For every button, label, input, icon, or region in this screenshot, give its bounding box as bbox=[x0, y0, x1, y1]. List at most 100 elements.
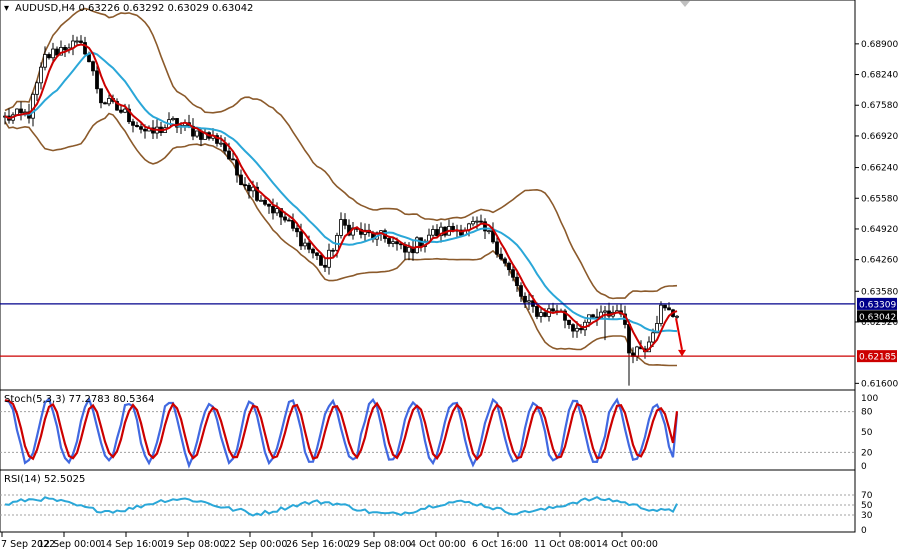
stoch-main-line bbox=[4, 396, 679, 469]
candle-body bbox=[55, 48, 59, 56]
candle-body bbox=[635, 346, 639, 357]
candle-body bbox=[499, 253, 503, 260]
candle-body bbox=[567, 319, 571, 326]
candle-body bbox=[259, 199, 263, 202]
candle-body bbox=[131, 121, 135, 126]
time-tick-label: 26 Sep 16:00 bbox=[286, 539, 349, 550]
candle-body bbox=[439, 226, 443, 237]
level-tag-label-2: 0.62185 bbox=[859, 353, 896, 363]
price-axis: 0.68900 0.68240 0.67580 0.66920 0.66240 0.655… bbox=[855, 40, 898, 389]
candle-body bbox=[103, 102, 107, 105]
candle-body bbox=[139, 126, 143, 130]
rsi-tick-label: 50 bbox=[861, 501, 873, 511]
candle-body bbox=[651, 332, 655, 343]
candle-body bbox=[667, 307, 671, 311]
candle-body bbox=[435, 229, 439, 237]
time-tick-label: 29 Sep 08:00 bbox=[348, 539, 411, 550]
candle-body bbox=[331, 249, 335, 252]
candle-body bbox=[135, 124, 139, 128]
chart-shift-marker[interactable] bbox=[680, 1, 690, 7]
candle-body bbox=[487, 230, 491, 233]
candle-body bbox=[503, 258, 507, 264]
current-price-tag bbox=[857, 310, 897, 323]
candle-body bbox=[171, 118, 175, 121]
time-tick-label: 6 Oct 16:00 bbox=[472, 539, 528, 550]
rsi-line bbox=[4, 495, 678, 517]
stoch-pane-title: Stoch(5,3,3) 77.2783 80.5364 bbox=[4, 394, 155, 405]
candle-body bbox=[507, 262, 511, 271]
time-tick-label: 19 Sep 08:00 bbox=[162, 539, 225, 550]
price-tick-label: 0.68240 bbox=[861, 71, 898, 81]
forecast-arrow-head bbox=[678, 349, 686, 357]
candle-body bbox=[655, 323, 659, 334]
candle-body bbox=[551, 308, 555, 312]
candle-body bbox=[243, 184, 247, 187]
bollinger-bands bbox=[4, 7, 678, 367]
candle-body bbox=[75, 40, 79, 43]
candle-body bbox=[83, 42, 87, 55]
stoch-axis: 100 80 50 20 0 bbox=[861, 394, 878, 472]
candle-body bbox=[591, 314, 595, 318]
price-pane[interactable] bbox=[0, 0, 856, 391]
candle-body bbox=[527, 300, 531, 303]
candle-body bbox=[123, 108, 127, 113]
candle-body bbox=[315, 252, 319, 256]
candle-body bbox=[471, 221, 475, 225]
rsi-main-line bbox=[4, 495, 678, 517]
price-tick-label: 0.66920 bbox=[861, 132, 898, 142]
candle-body bbox=[295, 227, 299, 233]
candle-body bbox=[343, 219, 347, 226]
price-tick-label: 0.63580 bbox=[861, 287, 898, 297]
candle-body bbox=[283, 216, 287, 221]
candle-body bbox=[227, 150, 231, 160]
stoch-tick-label: 100 bbox=[861, 394, 878, 404]
candle-body bbox=[511, 269, 515, 278]
rsi-tick-label: 0 bbox=[861, 526, 867, 536]
current-price-tag-label: 0.63042 bbox=[859, 313, 896, 323]
candle-body bbox=[127, 108, 131, 123]
candle-body bbox=[479, 220, 483, 223]
candle-body bbox=[575, 327, 579, 332]
candle-body bbox=[415, 237, 419, 254]
candle-body bbox=[275, 208, 279, 214]
candle-body bbox=[323, 264, 327, 268]
bollinger-upper-line bbox=[4, 7, 678, 300]
rsi-pane-title: RSI(14) 52.5025 bbox=[4, 474, 85, 485]
price-tick-label: 0.64260 bbox=[861, 256, 898, 266]
candle-body bbox=[195, 130, 199, 137]
candle-body bbox=[579, 327, 583, 331]
rsi-pane[interactable] bbox=[0, 469, 856, 533]
stoch-tick-label: 50 bbox=[861, 428, 873, 438]
price-levels: 0.63309 0.62185 0.63042 bbox=[0, 297, 897, 363]
rsi-levels bbox=[0, 494, 855, 516]
candle-body bbox=[251, 186, 255, 192]
ma-fast-line bbox=[4, 43, 678, 353]
candle-body bbox=[287, 219, 291, 222]
chart-menu-icon[interactable]: ▾ bbox=[4, 3, 9, 14]
candle-body bbox=[495, 241, 499, 255]
candle-body bbox=[119, 109, 123, 113]
candle-body bbox=[299, 231, 303, 247]
candle-body bbox=[387, 238, 391, 244]
candle-body bbox=[659, 304, 663, 324]
candle-body bbox=[431, 229, 435, 236]
price-tick-label: 0.67580 bbox=[861, 101, 898, 111]
moving-averages bbox=[4, 43, 686, 357]
stoch-tick-label: 80 bbox=[861, 408, 873, 418]
time-tick-label: 22 Sep 00:00 bbox=[224, 539, 287, 550]
candle-body bbox=[59, 46, 63, 56]
time-tick-label: 14 Sep 16:00 bbox=[100, 539, 163, 550]
price-tick-label: 0.68900 bbox=[861, 40, 898, 50]
stoch-levels bbox=[0, 411, 855, 453]
time-tick-label: 7 Sep 2022 bbox=[1, 539, 55, 550]
candle-body bbox=[571, 324, 575, 332]
candle-body bbox=[115, 101, 119, 111]
candle-body bbox=[339, 219, 343, 236]
candle-body bbox=[483, 221, 487, 232]
candle-body bbox=[247, 184, 251, 192]
candle-body bbox=[271, 205, 275, 214]
candle-body bbox=[519, 285, 523, 297]
